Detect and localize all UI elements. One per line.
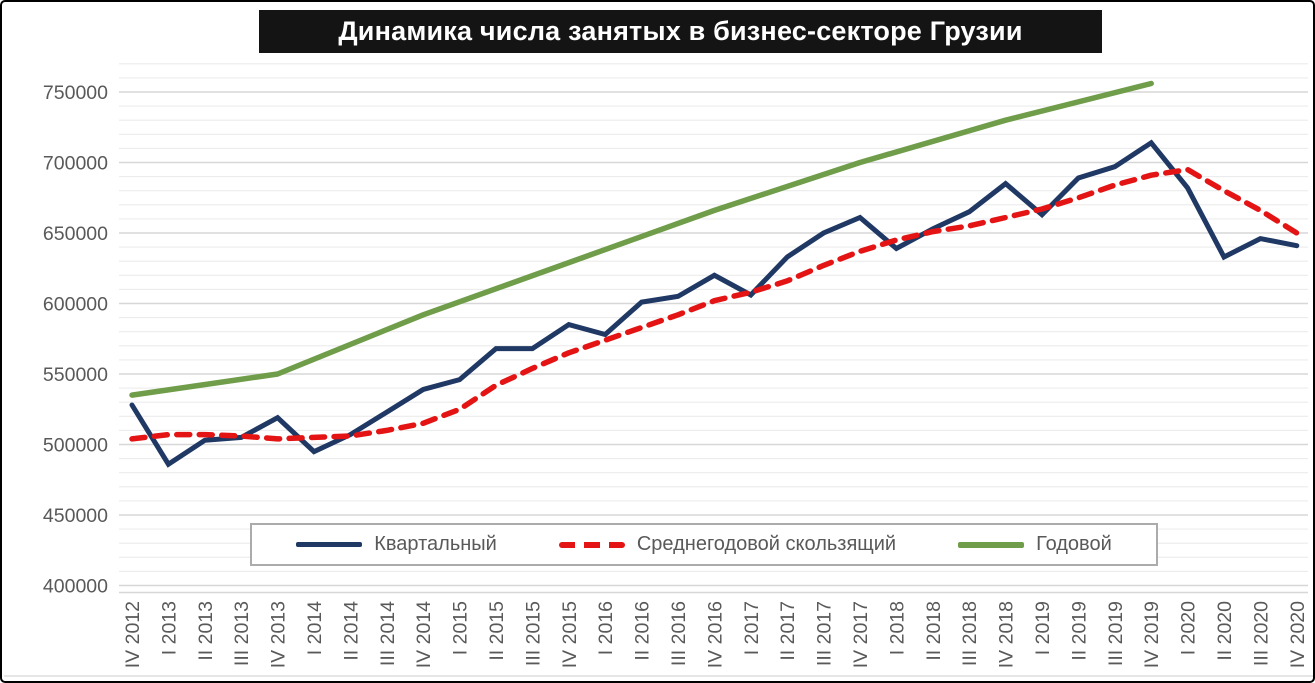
x-axis-tick-label: III 2017 xyxy=(814,601,836,666)
legend-label-quarterly: Квартальный xyxy=(374,533,497,555)
legend-item-annual: Годовой xyxy=(958,533,1112,556)
x-axis-tick-label: II 2017 xyxy=(777,601,799,661)
x-axis-tick-label: IV 2015 xyxy=(559,601,581,668)
quarterly-line-sample-icon xyxy=(296,542,363,547)
x-axis-tick-label: I 2016 xyxy=(595,601,617,655)
y-axis-tick-label: 600000 xyxy=(43,294,108,316)
x-axis-tick-label: I 2020 xyxy=(1178,601,1200,655)
x-axis-tick-label: IV 2016 xyxy=(704,601,726,668)
legend-item-moving-average: Среднегодовой скользящий xyxy=(558,533,897,556)
x-axis-tick-label: II 2016 xyxy=(632,601,654,661)
x-axis-tick-label: IV 2020 xyxy=(1287,601,1309,668)
x-axis-tick-label: III 2018 xyxy=(959,601,981,666)
x-axis-tick-label: III 2014 xyxy=(377,601,399,666)
y-axis-tick-label: 550000 xyxy=(43,364,108,386)
annual-line-sample-icon xyxy=(958,541,1025,548)
y-axis-tick-label: 750000 xyxy=(43,82,108,104)
x-axis-tick-label: I 2017 xyxy=(741,601,763,655)
x-axis-tick-label: II 2020 xyxy=(1214,601,1236,661)
y-axis-tick-label: 500000 xyxy=(43,435,108,457)
legend-label-moving-average: Среднегодовой скользящий xyxy=(636,533,897,555)
series-annual-line xyxy=(129,80,1154,398)
series-quarterly-line xyxy=(129,139,1300,468)
x-axis-tick-label: IV 2014 xyxy=(413,601,435,668)
x-axis-tick-label: III 2015 xyxy=(522,601,544,666)
x-axis-tick-label: II 2019 xyxy=(1068,601,1090,661)
x-axis-tick-label: IV 2017 xyxy=(850,601,872,668)
x-axis-tick-label: IV 2018 xyxy=(996,601,1018,668)
x-axis-tick-label: II 2013 xyxy=(195,601,217,661)
y-axis-tick-label: 450000 xyxy=(43,505,108,527)
legend-label-annual: Годовой xyxy=(1036,533,1112,555)
chart-legend: Квартальный Среднегодовой скользящий Год… xyxy=(250,523,1158,566)
x-axis-tick-label: III 2016 xyxy=(668,601,690,666)
legend-item-quarterly: Квартальный xyxy=(296,533,497,556)
x-axis-tick-label: III 2020 xyxy=(1250,601,1272,666)
y-axis-tick-label: 400000 xyxy=(43,576,108,598)
x-axis-tick-label: II 2018 xyxy=(923,601,945,661)
y-axis-tick-label: 700000 xyxy=(43,153,108,175)
x-axis-tick-label: II 2015 xyxy=(486,601,508,661)
y-axis-tick-label: 650000 xyxy=(43,223,108,245)
chart-title: Динамика числа занятых в бизнес-секторе … xyxy=(259,10,1102,53)
x-axis-tick-label: I 2014 xyxy=(304,601,326,655)
series-moving-average-line xyxy=(129,166,1300,442)
x-axis-tick-label: I 2018 xyxy=(886,601,908,655)
moving-average-line-sample-icon xyxy=(558,541,625,548)
x-axis-tick-label: I 2019 xyxy=(1032,601,1054,655)
x-axis-tick-label: III 2019 xyxy=(1105,601,1127,666)
x-axis-tick-label: II 2014 xyxy=(340,601,362,661)
x-axis-tick-label: III 2013 xyxy=(231,601,253,666)
x-axis-tick-label: IV 2013 xyxy=(268,601,290,668)
x-axis-tick-label: I 2015 xyxy=(450,601,472,655)
x-axis-tick-label: IV 2012 xyxy=(122,601,144,668)
x-axis-tick-label: I 2013 xyxy=(158,601,180,655)
x-axis-tick-label: IV 2019 xyxy=(1141,601,1163,668)
